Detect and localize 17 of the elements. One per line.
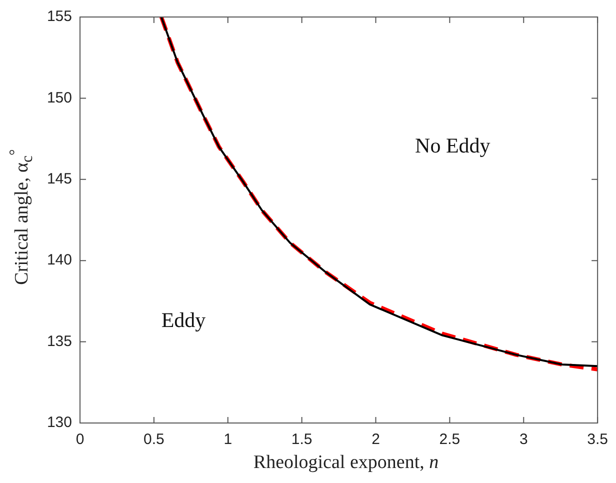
x-tick-label: 3 xyxy=(519,431,528,448)
x-tick-label: 0 xyxy=(76,431,84,448)
y-tick-label: 135 xyxy=(46,332,72,350)
x-tick-label: 1.5 xyxy=(291,431,312,448)
y-tick-label: 130 xyxy=(46,414,72,432)
y-tick-label: 155 xyxy=(46,8,72,26)
x-tick-label: 2.5 xyxy=(439,431,460,448)
x-tick-label: 1 xyxy=(224,431,232,448)
y-tick-label: 150 xyxy=(46,89,72,106)
x-tick-label: 3.5 xyxy=(587,431,608,448)
annotation: No Eddy xyxy=(415,133,491,158)
x-tick-label: 2 xyxy=(372,431,380,448)
y-tick-label: 145 xyxy=(46,170,72,188)
x-axis-title: Rheological exponent, n xyxy=(253,452,439,474)
y-tick-label: 140 xyxy=(46,252,72,269)
x-tick-label: 0.5 xyxy=(144,431,164,448)
annotation: Eddy xyxy=(161,308,206,332)
